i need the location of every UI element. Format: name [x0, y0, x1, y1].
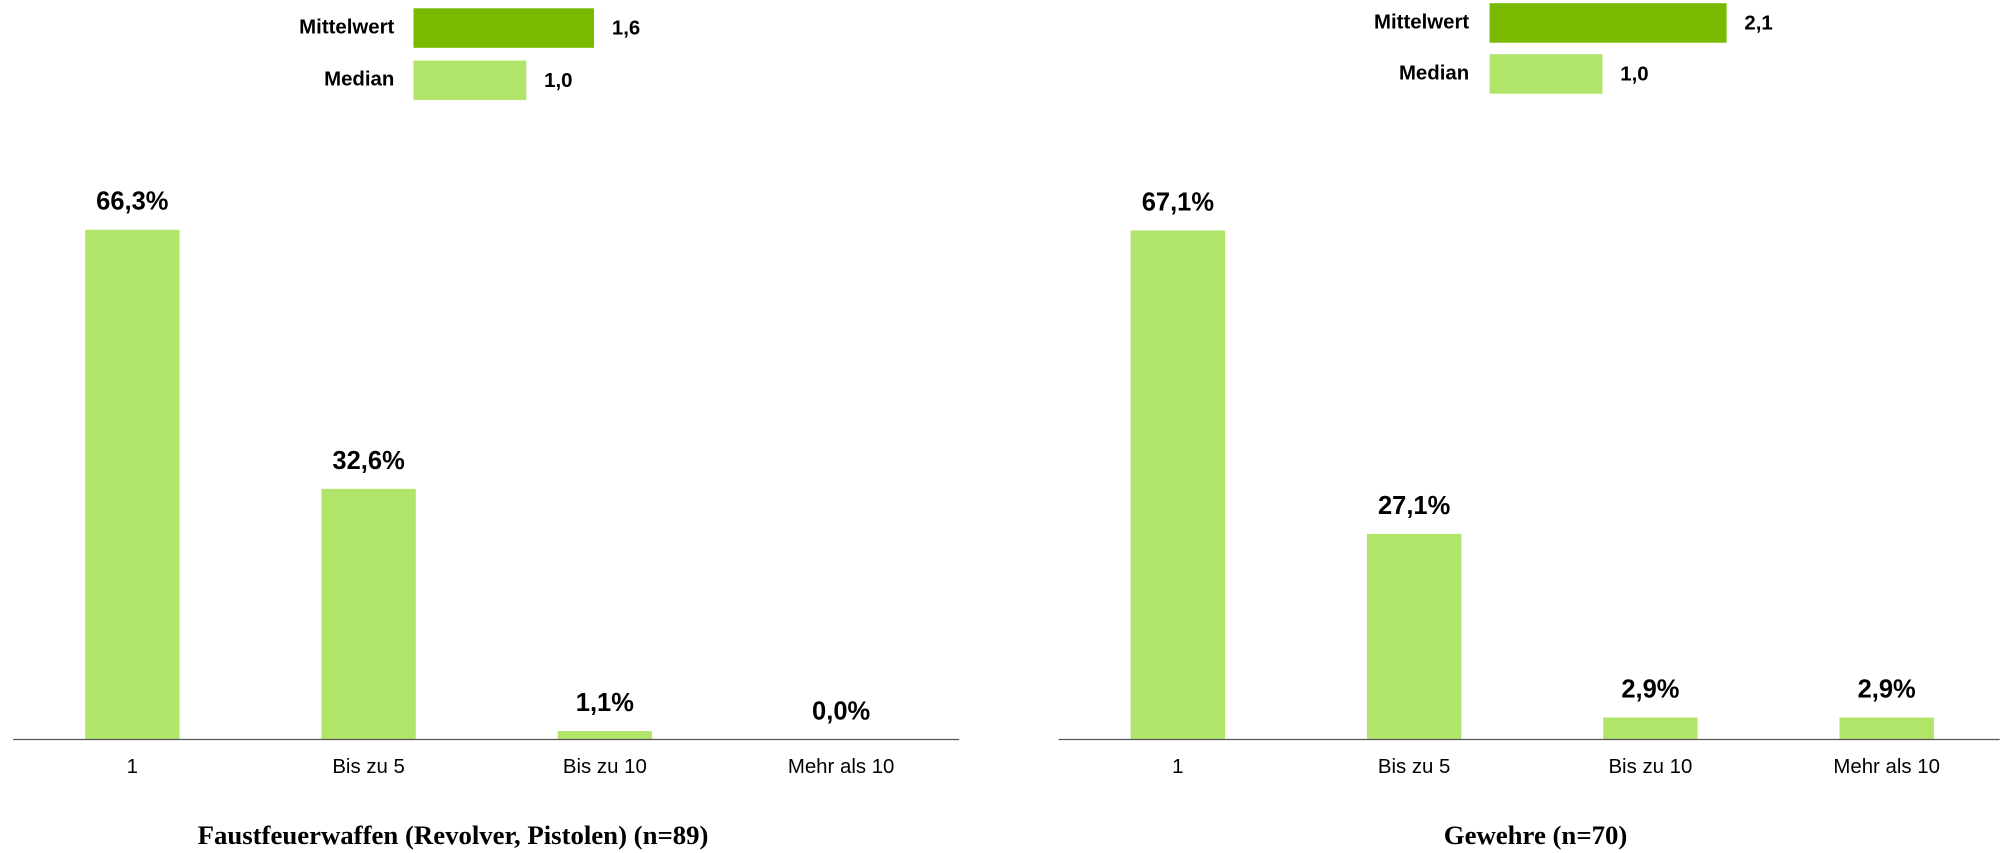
chart-title: Faustfeuerwaffen (Revolver, Pistolen) (n… — [198, 820, 709, 850]
bar — [1130, 230, 1226, 740]
value-label: 2,9% — [1621, 675, 1679, 703]
value-label: 1,0 — [544, 70, 572, 92]
value-label: 2,9% — [1858, 675, 1916, 703]
x-tick-label: Bis zu 5 — [1378, 756, 1451, 778]
bar — [85, 229, 180, 740]
bar — [1366, 533, 1462, 740]
x-tick-label: Bis zu 10 — [1608, 756, 1692, 778]
value-label: 1,0 — [1620, 64, 1648, 86]
value-label: 27,1% — [1378, 492, 1450, 520]
value-label: 67,1% — [1142, 188, 1214, 216]
bar-label: Mittelwert — [299, 16, 394, 38]
bar-label: Mittelwert — [1374, 11, 1469, 33]
bar — [413, 8, 595, 48]
x-tick-label: 1 — [127, 756, 138, 778]
bar — [413, 60, 527, 101]
value-label: 0,0% — [812, 697, 870, 725]
value-label: 2,1 — [1744, 13, 1772, 35]
x-tick-label: Bis zu 5 — [332, 756, 405, 778]
x-tick-label: Bis zu 10 — [563, 756, 647, 778]
bar — [557, 731, 653, 740]
chart-title: Gewehre (n=70) — [1444, 820, 1628, 850]
x-tick-label: Mehr als 10 — [1833, 756, 1940, 778]
value-label: 1,6 — [612, 18, 640, 40]
bar — [1839, 717, 1934, 740]
x-tick-label: Mehr als 10 — [788, 756, 895, 778]
bar — [321, 488, 416, 740]
bar-label: Median — [324, 69, 394, 91]
x-tick-label: 1 — [1172, 756, 1183, 778]
value-label: 1,1% — [576, 689, 634, 717]
bar — [1603, 717, 1698, 740]
value-label: 66,3% — [96, 188, 168, 216]
bar — [1489, 54, 1603, 94]
bar-label: Median — [1399, 62, 1469, 84]
value-label: 32,6% — [332, 447, 404, 475]
bar — [1489, 3, 1727, 43]
